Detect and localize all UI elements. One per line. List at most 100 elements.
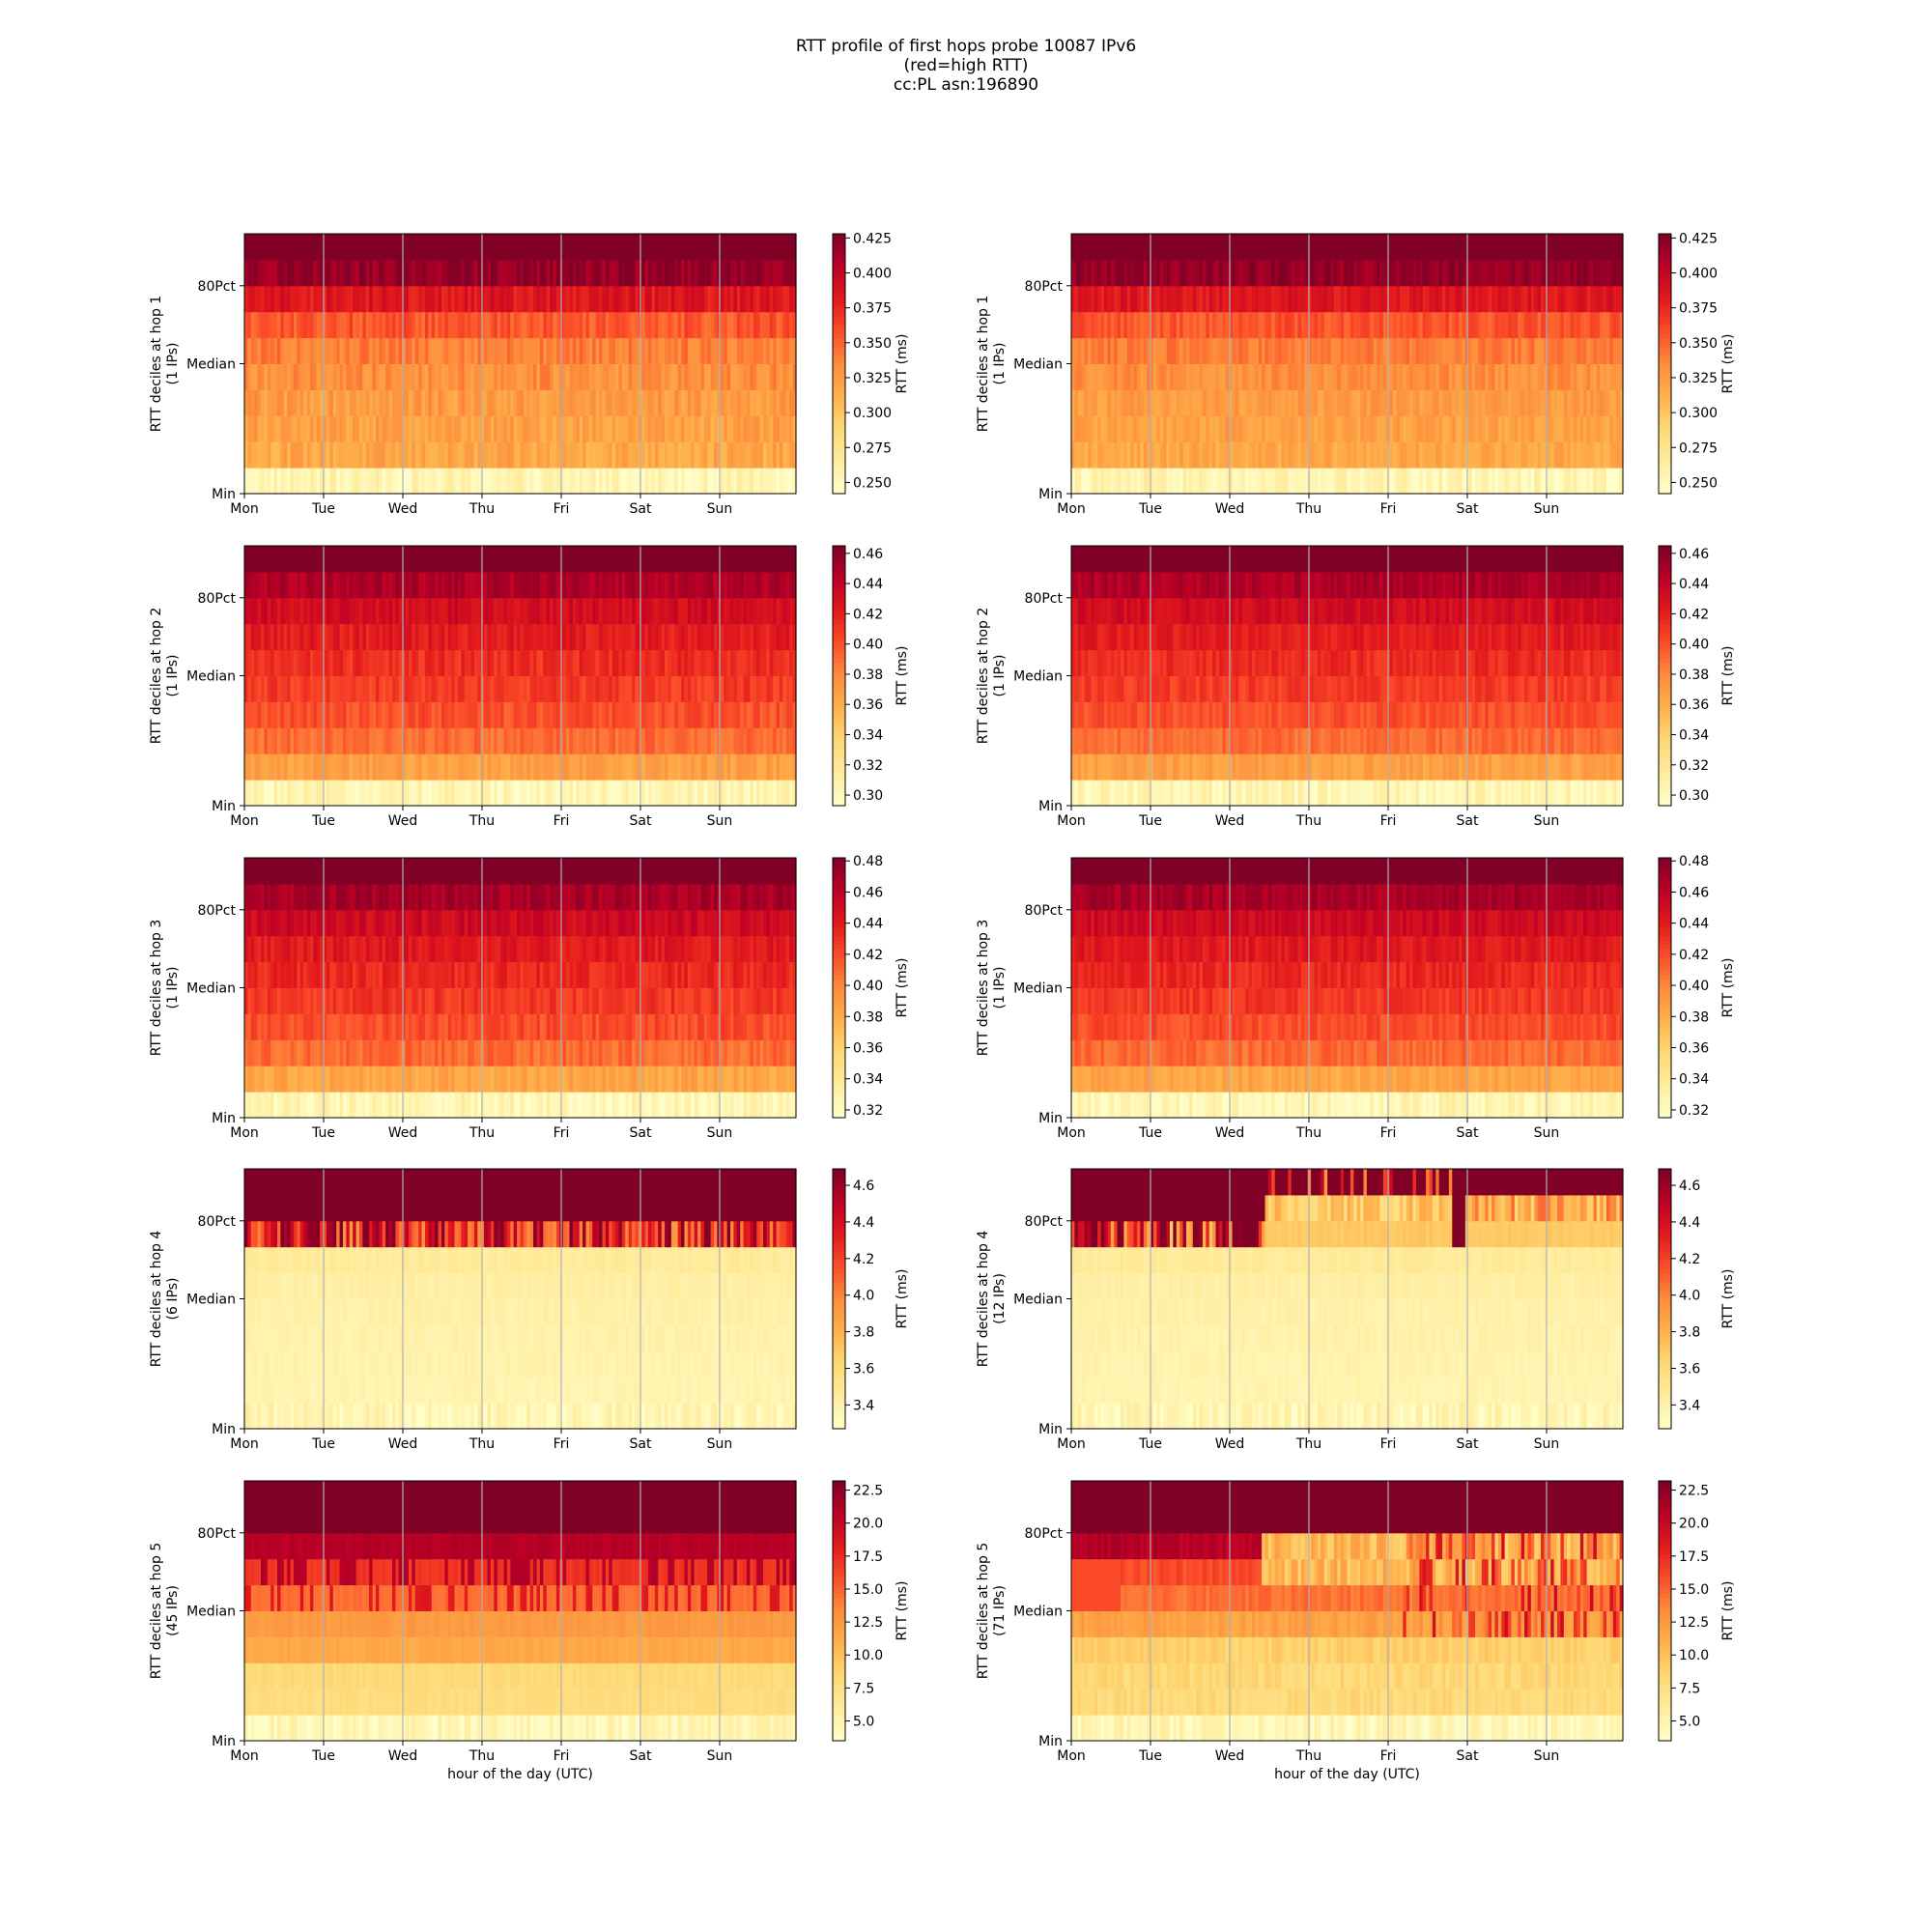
heatmap-cell [602,259,607,287]
heatmap-cell [720,780,724,807]
heatmap-cell [1182,337,1187,364]
heatmap-cell [1448,389,1453,416]
heatmap-cell [644,415,649,442]
heatmap-cell [1304,468,1309,495]
heatmap-cell [293,468,298,495]
heatmap-cell [503,234,508,261]
heatmap-cell [687,441,692,469]
heatmap-cell [697,623,702,651]
heatmap-cell [681,337,686,364]
heatmap-cell [1347,259,1351,287]
heatmap-cell [599,623,604,651]
heatmap-cell [464,389,469,416]
heatmap-cell [700,415,705,442]
heatmap-cell [1147,259,1151,287]
heatmap-cell [611,285,616,313]
heatmap-cell [346,468,351,495]
heatmap-cell [299,363,304,390]
heatmap-cell [641,727,646,754]
heatmap-cell [1511,311,1516,339]
heatmap-cell [1262,234,1266,261]
heatmap-cell [1366,468,1371,495]
heatmap-cell [543,727,548,754]
heatmap-cell [1606,285,1611,313]
heatmap-cell [408,675,412,702]
heatmap-cell [395,389,400,416]
heatmap-cell [1356,363,1361,390]
colorbar: 0.2500.2750.3000.3250.3500.3750.4000.425… [832,231,910,495]
heatmap-cell [424,727,429,754]
heatmap-cell [365,337,370,364]
heatmap-cell [625,389,630,416]
heatmap-cell [1229,234,1234,261]
heatmap-cell [1222,441,1227,469]
heatmap-cell [599,389,604,416]
heatmap-cell [254,597,259,625]
heatmap-cell [326,415,330,442]
heatmap-cell [431,753,436,781]
heatmap-cell [379,780,384,807]
heatmap-cell [412,780,416,807]
heatmap-cell [391,441,396,469]
heatmap-cell [726,337,731,364]
heatmap-cell [1238,311,1243,339]
heatmap-cell [789,234,794,261]
heatmap-cell [1173,389,1178,416]
heatmap-cell [428,780,433,807]
heatmap-cell [440,311,445,339]
heatmap-cell [1518,259,1522,287]
heatmap-cell [306,389,311,416]
heatmap-cell [553,780,557,807]
heatmap-cell [1169,468,1174,495]
heatmap-cell [546,389,551,416]
heatmap-cell [1235,337,1239,364]
heatmap-cell [326,337,330,364]
heatmap-cell [782,649,787,676]
heatmap-cell [588,780,593,807]
heatmap-cell [464,780,469,807]
heatmap-cell [1475,363,1480,390]
heatmap-cell [661,259,666,287]
heatmap-cell [412,571,416,599]
heatmap-cell [287,701,292,728]
heatmap-cell [1107,468,1112,495]
heatmap-cell [632,337,637,364]
heatmap-cell [398,234,403,261]
heatmap-cell [297,389,301,416]
heatmap-cell [254,389,259,416]
heatmap-cell [1337,285,1342,313]
heatmap-cell [1471,259,1476,287]
heatmap-cell [412,441,416,469]
heatmap-cell [579,285,583,313]
heatmap-cell [677,649,682,676]
heatmap-cell [654,727,659,754]
heatmap-cell [1520,363,1525,390]
heatmap-cell [1547,337,1551,364]
heatmap-cell [339,753,344,781]
heatmap-cell [358,234,363,261]
heatmap-cell [309,701,314,728]
heatmap-cell [1202,285,1207,313]
heatmap-cell [264,597,269,625]
heatmap-cell [648,441,653,469]
heatmap-cell [1462,363,1466,390]
heatmap-cell [405,571,410,599]
heatmap-cell [1117,415,1122,442]
heatmap-cell [773,649,778,676]
heatmap-cell [618,441,623,469]
heatmap-cell [477,389,482,416]
heatmap-cell [464,363,469,390]
heatmap-cell [320,780,325,807]
heatmap-cell [592,389,597,416]
heatmap-cell [1182,363,1187,390]
heatmap-cell [1579,234,1584,261]
heatmap-cell [1264,415,1269,442]
heatmap-cell [447,234,452,261]
heatmap-cell [447,675,452,702]
heatmap-cell [1382,311,1387,339]
heatmap-cell [1278,389,1283,416]
heatmap-cell [316,234,321,261]
heatmap-cell [756,285,761,313]
heatmap-cell [293,441,298,469]
heatmap-cell [468,780,472,807]
